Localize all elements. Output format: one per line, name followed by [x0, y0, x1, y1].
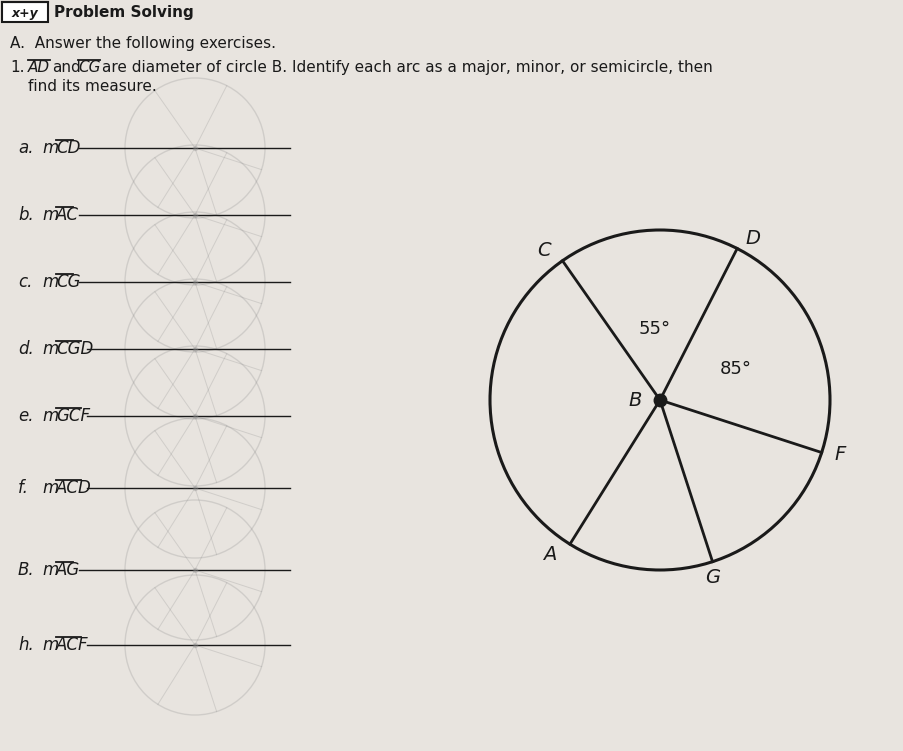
Text: ACF: ACF	[56, 636, 88, 654]
Text: m: m	[42, 636, 58, 654]
Text: CG: CG	[56, 273, 80, 291]
Text: m: m	[42, 479, 58, 497]
Text: AG: AG	[56, 561, 80, 579]
Text: 1.: 1.	[10, 60, 24, 75]
Text: are diameter of circle B. Identify each arc as a major, minor, or semicircle, th: are diameter of circle B. Identify each …	[102, 60, 712, 75]
Text: Problem Solving: Problem Solving	[54, 5, 193, 20]
Text: D: D	[745, 229, 759, 248]
Text: f.: f.	[18, 479, 29, 497]
Text: a.: a.	[18, 139, 33, 157]
Text: A.  Answer the following exercises.: A. Answer the following exercises.	[10, 36, 275, 51]
Text: A: A	[543, 544, 556, 564]
Text: d.: d.	[18, 340, 33, 358]
Text: ACD: ACD	[56, 479, 91, 497]
Text: 55°: 55°	[638, 320, 670, 338]
Text: find its measure.: find its measure.	[28, 79, 156, 94]
Text: 85°: 85°	[719, 360, 750, 378]
Text: x+y: x+y	[12, 7, 38, 20]
Text: CGD: CGD	[56, 340, 93, 358]
Text: AC: AC	[56, 206, 79, 224]
Text: m: m	[42, 561, 58, 579]
Text: h.: h.	[18, 636, 33, 654]
Text: AD: AD	[28, 60, 50, 75]
Text: C: C	[537, 241, 551, 261]
Text: b.: b.	[18, 206, 33, 224]
Text: e.: e.	[18, 407, 33, 425]
Text: B.: B.	[18, 561, 34, 579]
Text: m: m	[42, 206, 58, 224]
Text: m: m	[42, 139, 58, 157]
FancyBboxPatch shape	[2, 2, 48, 22]
Text: c.: c.	[18, 273, 33, 291]
Text: B: B	[628, 391, 641, 409]
Text: GCF: GCF	[56, 407, 90, 425]
Text: and: and	[52, 60, 80, 75]
Text: CG: CG	[78, 60, 100, 75]
Text: CD: CD	[56, 139, 80, 157]
Text: m: m	[42, 273, 58, 291]
Text: m: m	[42, 407, 58, 425]
Text: m: m	[42, 340, 58, 358]
Text: G: G	[704, 569, 720, 587]
Text: F: F	[833, 445, 844, 464]
